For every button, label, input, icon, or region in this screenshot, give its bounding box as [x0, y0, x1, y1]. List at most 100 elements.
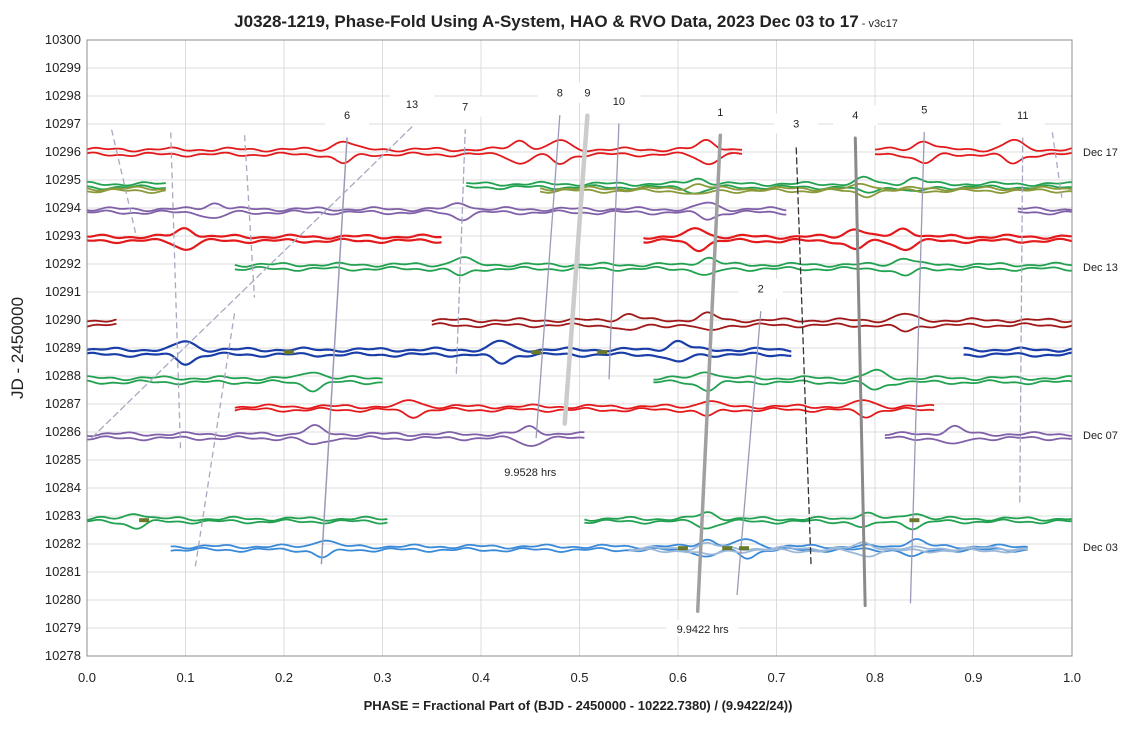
- y-tick-label: 10289: [45, 340, 81, 355]
- light-curve-trace: [875, 138, 1073, 153]
- drift-line-13: [91, 126, 413, 439]
- drift-label-bg: [833, 105, 878, 125]
- drift-label-7: 7: [462, 102, 468, 114]
- eclipse-marker: [722, 546, 733, 551]
- light-curve-trace: [86, 351, 792, 366]
- y-tick-label: 10298: [45, 88, 81, 103]
- y-tick-label: 10294: [45, 200, 81, 215]
- light-curve-trace: [86, 379, 383, 393]
- light-curve-trace: [86, 339, 792, 353]
- x-tick-label: 0.9: [964, 670, 982, 685]
- light-curve-trace: [431, 322, 1073, 333]
- axes: 1027810279102801028110282102831028410285…: [45, 32, 1081, 685]
- drift-line-6: [320, 137, 348, 565]
- y-axis-label: JD - 2450000: [8, 297, 27, 399]
- eclipse-marker: [677, 546, 688, 551]
- eclipse-marker: [597, 350, 608, 355]
- light-curve-trace: [584, 511, 1073, 522]
- light-curve-trace: [653, 368, 1073, 382]
- light-curve-trace: [87, 227, 442, 240]
- guide-dashed-line: [110, 129, 137, 237]
- night-label: Dec 03: [1083, 542, 1118, 554]
- drift-label-3: 3: [793, 118, 799, 130]
- drift-label-10: 10: [613, 96, 625, 108]
- drift-label-bg: [698, 102, 743, 123]
- drift-label-5: 5: [921, 104, 927, 116]
- light-curve-trace: [86, 151, 733, 166]
- guide-dashed-line: [243, 135, 256, 298]
- drift-label-4: 4: [852, 110, 858, 122]
- light-curves: [86, 138, 1073, 560]
- drift-label-bg: [390, 93, 435, 114]
- light-curve-trace: [86, 201, 787, 213]
- light-curve-trace: [86, 209, 787, 222]
- light-curve-trace: [466, 175, 1073, 187]
- light-curve-trace: [727, 148, 742, 151]
- drift-label-2: 2: [758, 284, 764, 296]
- eclipse-marker: [909, 518, 920, 523]
- x-axis-label: PHASE = Fractional Part of (BJD - 245000…: [364, 698, 793, 713]
- drift-label-13: 13: [406, 99, 418, 111]
- light-curve-trace: [86, 139, 733, 153]
- y-tick-label: 10299: [45, 60, 81, 75]
- period-label-bg: [666, 619, 739, 636]
- y-tick-label: 10284: [45, 480, 81, 495]
- light-curve-trace: [86, 424, 585, 438]
- guide-dashed-line: [194, 311, 236, 567]
- drift-line-8: [535, 114, 561, 439]
- light-curve-trace: [170, 538, 1028, 550]
- light-curve-trace: [234, 406, 935, 419]
- drift-label-8: 8: [557, 88, 563, 100]
- y-tick-label: 10283: [45, 508, 81, 523]
- period-label: 9.9528 hrs: [504, 467, 556, 479]
- light-curve-trace: [584, 518, 1073, 531]
- x-tick-label: 0.3: [373, 670, 391, 685]
- light-curve-trace: [86, 237, 442, 251]
- chart-title: J0328-1219, Phase-Fold Using A-System, H…: [234, 12, 898, 31]
- drift-line-9: [562, 113, 590, 426]
- y-tick-label: 10280: [45, 592, 81, 607]
- x-tick-label: 0.8: [866, 670, 884, 685]
- chart-title-main: J0328-1219, Phase-Fold Using A-System, H…: [234, 12, 859, 31]
- eclipse-marker: [283, 350, 294, 355]
- x-tick-label: 0.6: [669, 670, 687, 685]
- guide-dashed-line: [1051, 132, 1063, 200]
- light-curve-trace: [86, 185, 166, 192]
- light-curve-trace: [628, 547, 1028, 558]
- drift-line-7: [455, 128, 466, 374]
- eclipse-marker: [531, 350, 542, 355]
- drift-label-6: 6: [344, 110, 350, 122]
- drift-label-1: 1: [717, 107, 723, 119]
- x-tick-label: 1.0: [1063, 670, 1081, 685]
- light-curve-trace: [539, 187, 1073, 199]
- x-tick-label: 0.5: [570, 670, 588, 685]
- light-curve-trace: [431, 311, 1073, 324]
- night-label: Dec 07: [1083, 430, 1118, 442]
- night-label: Dec 17: [1083, 147, 1118, 159]
- y-tick-label: 10297: [45, 116, 81, 131]
- drift-lines: [91, 113, 1063, 613]
- y-tick-label: 10290: [45, 312, 81, 327]
- y-tick-label: 10286: [45, 424, 81, 439]
- light-curve-trace: [234, 399, 935, 410]
- y-tick-label: 10287: [45, 396, 81, 411]
- y-tick-label: 10292: [45, 256, 81, 271]
- y-tick-label: 10291: [45, 284, 81, 299]
- light-curve-trace: [884, 435, 1072, 445]
- y-tick-label: 10300: [45, 32, 81, 47]
- drift-line-5: [909, 131, 925, 604]
- light-curve-trace: [86, 322, 117, 328]
- drift-label-9: 9: [584, 88, 590, 100]
- night-label: Dec 13: [1083, 262, 1118, 274]
- light-curve-trace: [963, 346, 1073, 353]
- light-curve-trace: [653, 379, 1073, 392]
- drift-line-1: [695, 133, 723, 613]
- drift-line-4: [853, 136, 867, 608]
- light-curve-trace: [86, 513, 388, 522]
- light-curve-trace: [86, 318, 117, 323]
- light-curve-trace: [874, 152, 1073, 165]
- y-tick-label: 10296: [45, 144, 81, 159]
- period-label: 9.9422 hrs: [677, 624, 729, 636]
- x-tick-label: 0.0: [78, 670, 96, 685]
